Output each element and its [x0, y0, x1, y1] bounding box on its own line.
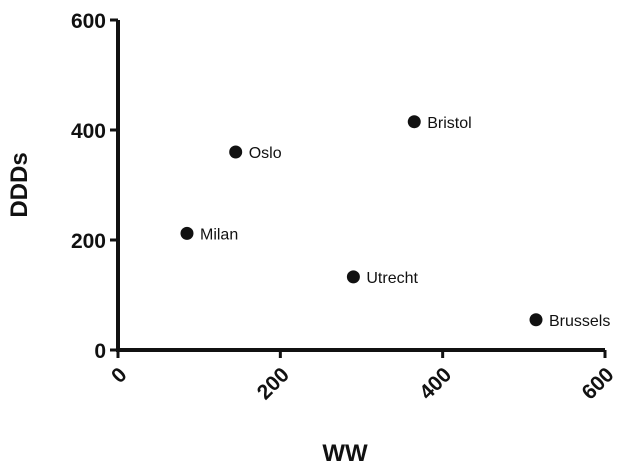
data-point-label: Utrecht: [366, 270, 418, 287]
y-axis-title: DDDs: [6, 152, 33, 217]
y-tick-label: 600: [71, 10, 106, 33]
data-point-label: Brussels: [549, 313, 610, 330]
y-axis-ticks: 0 200 400 600: [71, 10, 118, 363]
plot-area: 0 200 400 600 0 200 400 600 Oslo Bristol Milan Ut…: [71, 10, 619, 404]
x-tick-label: 600: [577, 363, 618, 404]
data-point: [407, 115, 421, 129]
x-axis-title: WW: [322, 440, 368, 462]
data-point-label: Bristol: [427, 115, 471, 132]
data-point: [229, 145, 243, 159]
data-point: [346, 270, 360, 284]
data-point-label: Milan: [200, 226, 238, 243]
data-points: Oslo Bristol Milan Utrecht Brussels: [180, 115, 610, 330]
y-tick-label: 200: [71, 230, 106, 253]
x-axis-ticks: 0 200 400 600: [107, 350, 619, 404]
x-tick-label: 400: [415, 363, 456, 404]
data-point-label: Oslo: [249, 145, 282, 162]
data-point: [180, 226, 194, 240]
data-point: [529, 313, 543, 327]
y-tick-label: 0: [94, 340, 106, 363]
x-tick-label: 200: [253, 363, 294, 404]
x-tick-label: 0: [107, 363, 132, 388]
y-tick-label: 400: [71, 120, 106, 143]
